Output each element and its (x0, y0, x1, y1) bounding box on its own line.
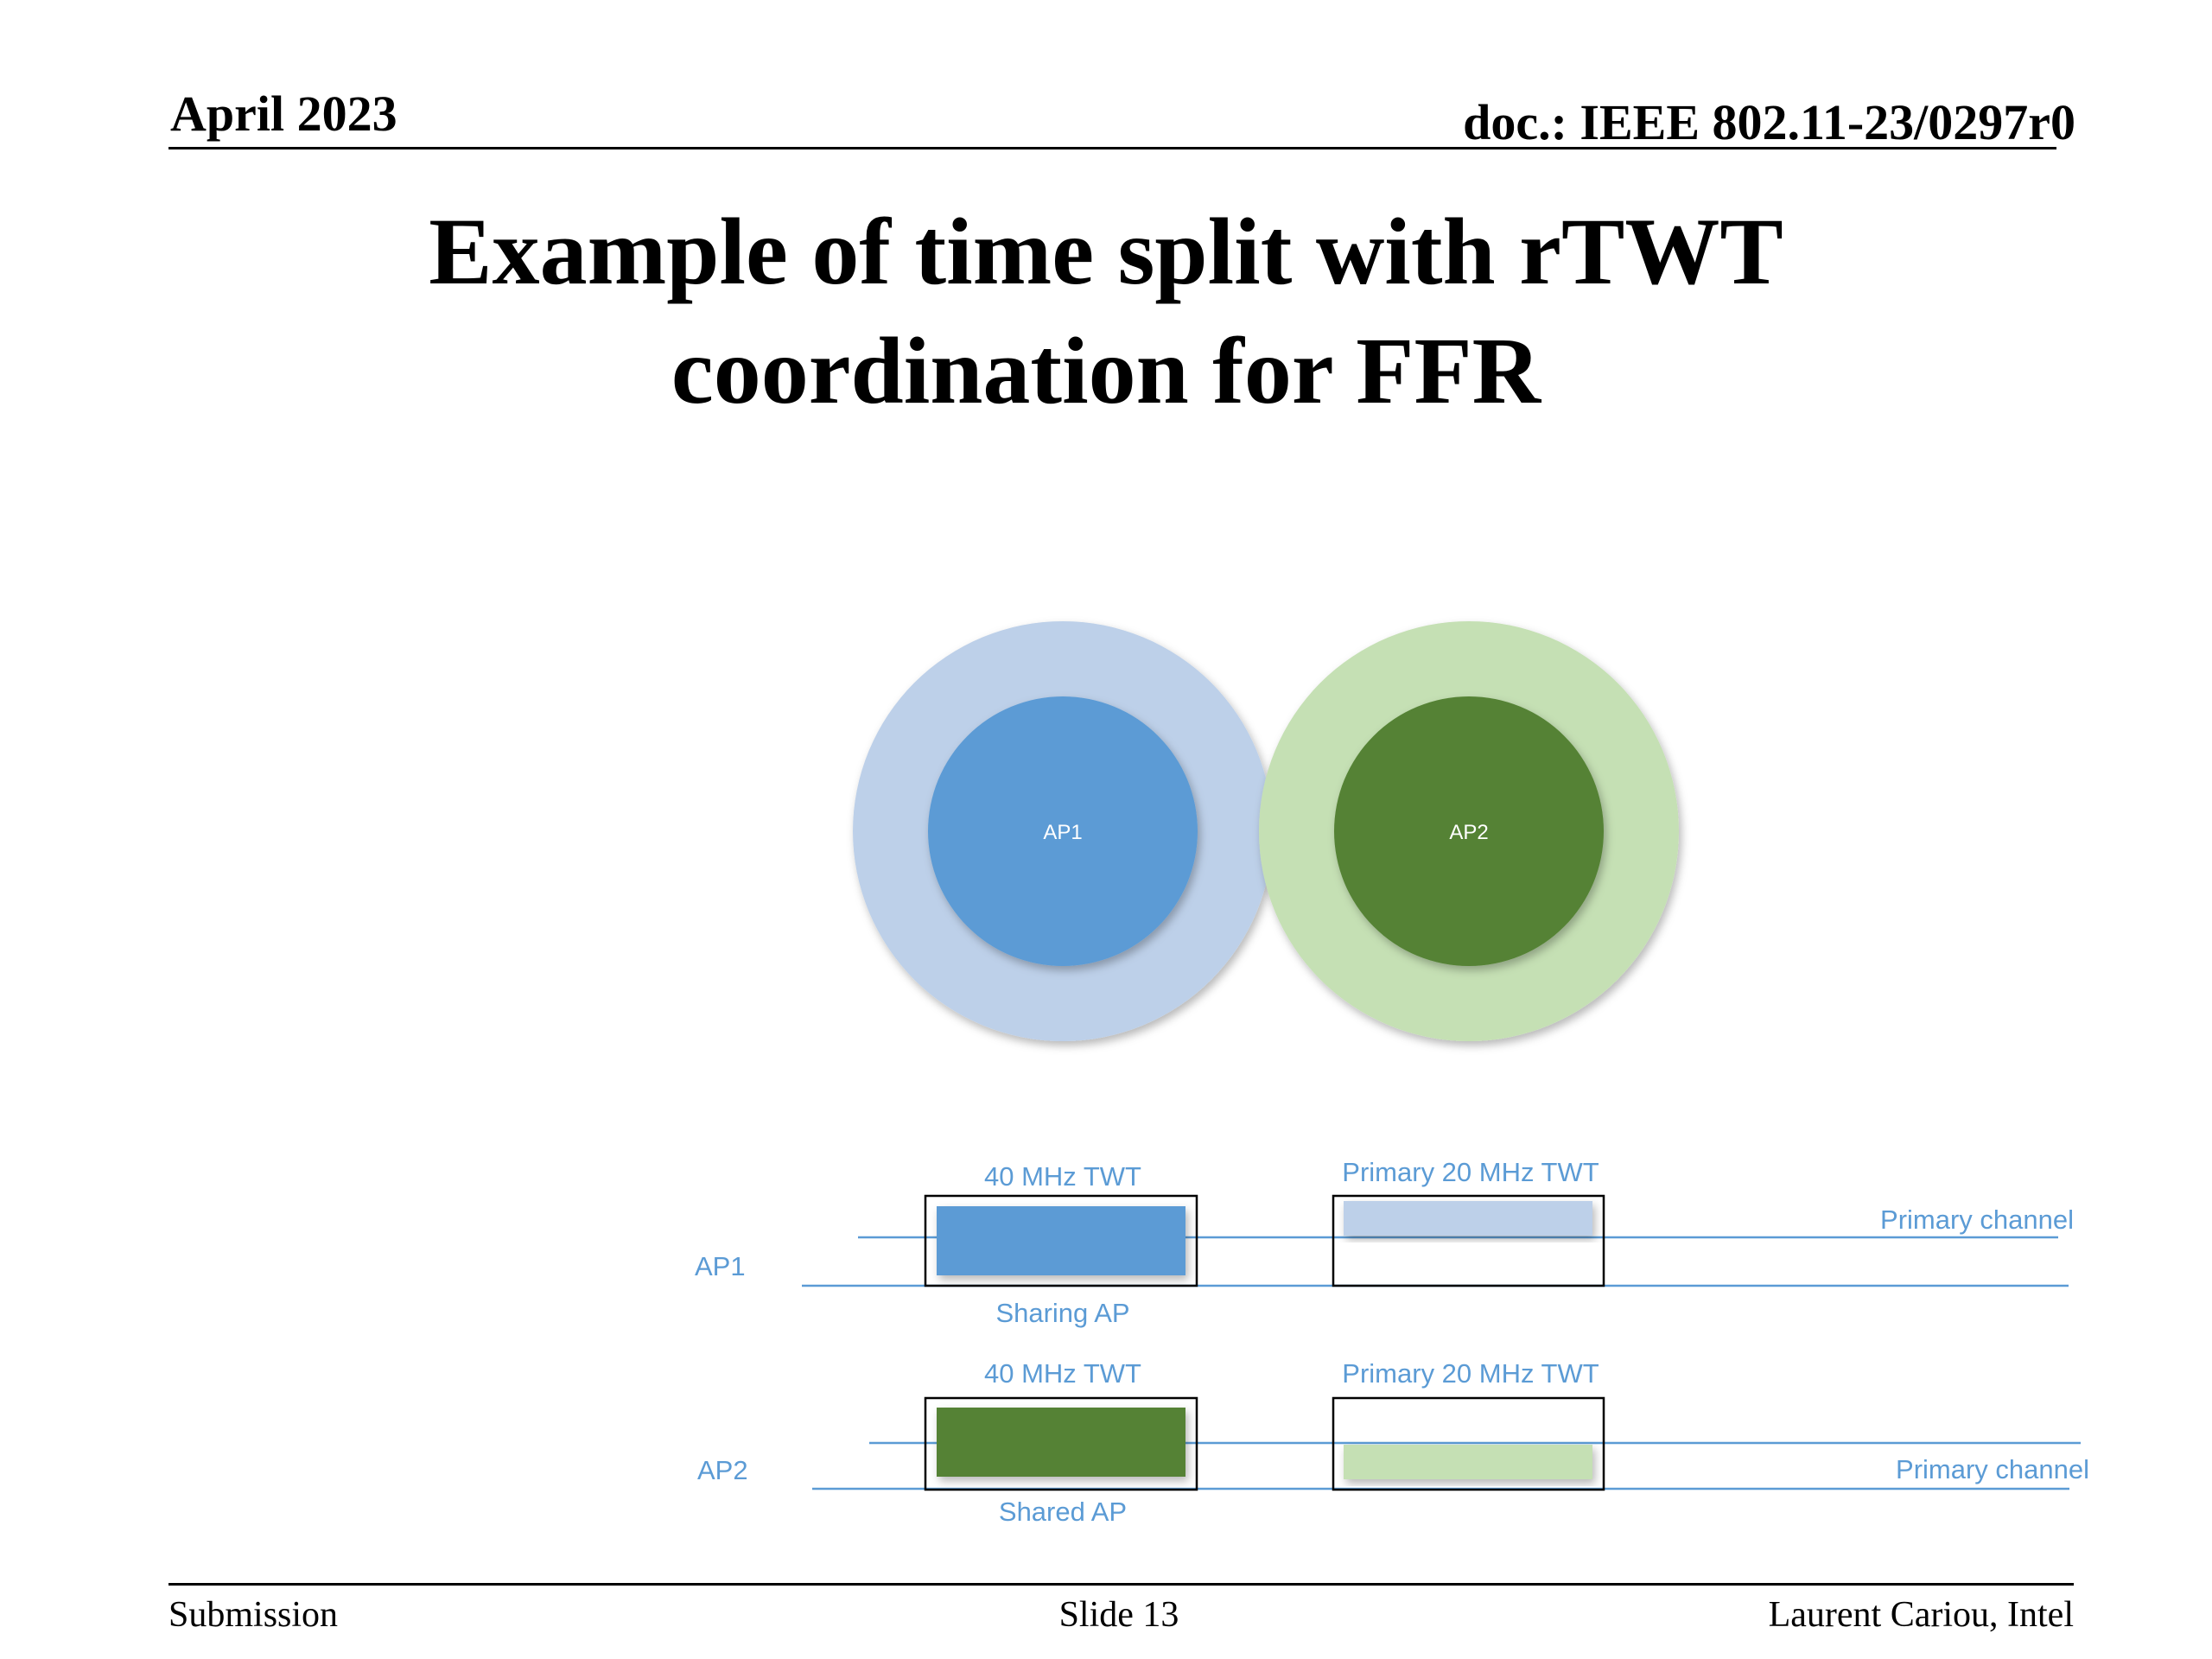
header-doc-id: doc.: IEEE 802.11-23/0297r0 (1463, 94, 2075, 150)
ap1-timeline: AP1 40 MHz TWT Sharing AP Primary 20 MHz… (695, 1157, 2074, 1328)
footer-divider (168, 1583, 2074, 1586)
ap2-twt-40-fill (937, 1408, 1185, 1477)
ap2-timeline: AP2 40 MHz TWT Shared AP Primary 20 MHz … (697, 1358, 2089, 1527)
footer-author: Laurent Cariou, Intel (1768, 1595, 2074, 1635)
ap2-circle-label: AP2 (1449, 821, 1488, 844)
ap1-twt-40-label: 40 MHz TWT (984, 1161, 1141, 1192)
ap2-primary-channel-label: Primary channel (1896, 1454, 2089, 1484)
ap1-primary-channel-label: Primary channel (1880, 1205, 2074, 1235)
ap2-twt-primary-fill (1344, 1445, 1592, 1479)
ap2-twt-40-window (924, 1396, 1198, 1491)
ap1-twt-primary-label: Primary 20 MHz TWT (1342, 1157, 1599, 1187)
ap1-role-label: Sharing AP (995, 1298, 1129, 1328)
footer-submission: Submission (168, 1595, 339, 1635)
ap1-inner-coverage (928, 696, 1198, 966)
ap1-twt-40-fill (937, 1206, 1185, 1275)
coverage-circles: AP1 AP2 (853, 621, 1679, 1041)
header-divider (168, 147, 2056, 149)
slide-title: Example of time split with rTWT coordina… (173, 192, 2039, 430)
ap1-twt-40-window (924, 1194, 1198, 1287)
ap2-row-label: AP2 (697, 1455, 748, 1485)
ap1-twt-primary-fill (1344, 1201, 1592, 1236)
ap2-twt-primary-label: Primary 20 MHz TWT (1342, 1358, 1599, 1389)
ap2-inner-coverage (1334, 696, 1604, 966)
ap1-twt-primary-window (1332, 1194, 1605, 1287)
slide-title-line-2: coordination for FFR (671, 318, 1541, 423)
slide-title-line-1: Example of time split with rTWT (429, 199, 1783, 304)
ap2-twt-primary-window (1332, 1396, 1605, 1491)
header-date: April 2023 (170, 86, 397, 142)
footer-slide-number: Slide 13 (1058, 1595, 1179, 1635)
ap1-circle-label: AP1 (1043, 821, 1082, 844)
ap1-row-label: AP1 (695, 1251, 746, 1281)
ap2-twt-40-label: 40 MHz TWT (984, 1358, 1141, 1389)
ap2-role-label: Shared AP (999, 1497, 1127, 1527)
